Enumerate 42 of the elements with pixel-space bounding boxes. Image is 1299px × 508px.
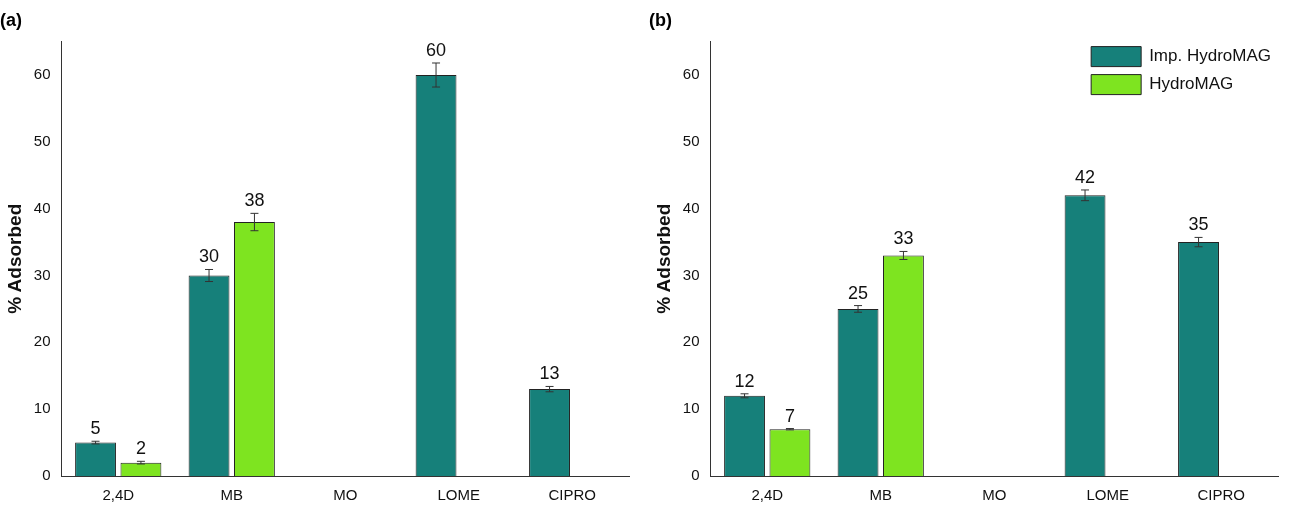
y-tick-label: 50 — [33, 131, 51, 149]
legend-label: Imp. HydroMAG — [1149, 46, 1271, 66]
legend-label: HydroMAG — [1149, 74, 1234, 94]
y-tick-label: 40 — [33, 198, 51, 216]
x-tick-label: MB — [869, 486, 892, 504]
y-tick-label: 40 — [682, 198, 700, 216]
y-tick-label: 20 — [33, 332, 51, 350]
y-axis-title: % Adsorbed — [652, 203, 674, 314]
x-tick-label: CIPRO — [1197, 486, 1246, 504]
y-axis-title: % Adsorbed — [3, 203, 25, 314]
chart-title: (b) — [649, 9, 672, 30]
x-tick-label: LOME — [1086, 486, 1129, 504]
x-tick-label: 2,4D — [751, 486, 784, 504]
data-label: 2 — [135, 438, 146, 459]
x-tick-label: MO — [982, 486, 1007, 504]
data-label: 12 — [734, 370, 755, 391]
y-tick-label: 60 — [682, 65, 700, 83]
data-label: 35 — [1188, 214, 1209, 235]
chart-title: (a) — [0, 9, 22, 30]
y-tick-label: 30 — [33, 265, 51, 283]
y-tick-label: 0 — [691, 466, 700, 484]
x-tick-label: LOME — [437, 486, 480, 504]
data-label: 33 — [893, 228, 914, 249]
x-tick-label: MB — [220, 486, 243, 504]
y-tick-label: 20 — [682, 332, 700, 350]
x-tick-label: 2,4D — [102, 486, 135, 504]
x-tick-label: MO — [333, 486, 358, 504]
y-tick-label: 0 — [42, 466, 51, 484]
y-tick-label: 50 — [682, 131, 700, 149]
data-label: 42 — [1075, 166, 1096, 187]
data-label: 38 — [244, 190, 265, 211]
data-label: 5 — [90, 418, 101, 439]
data-label: 13 — [539, 363, 560, 384]
y-tick-label: 60 — [33, 65, 51, 83]
data-label: 7 — [784, 405, 795, 426]
y-tick-label: 10 — [682, 399, 700, 417]
y-tick-label: 30 — [682, 265, 700, 283]
x-tick-label: CIPRO — [548, 486, 597, 504]
y-tick-label: 10 — [33, 399, 51, 417]
data-label: 25 — [848, 282, 869, 303]
data-label: 30 — [199, 246, 220, 267]
data-label: 60 — [426, 39, 447, 60]
